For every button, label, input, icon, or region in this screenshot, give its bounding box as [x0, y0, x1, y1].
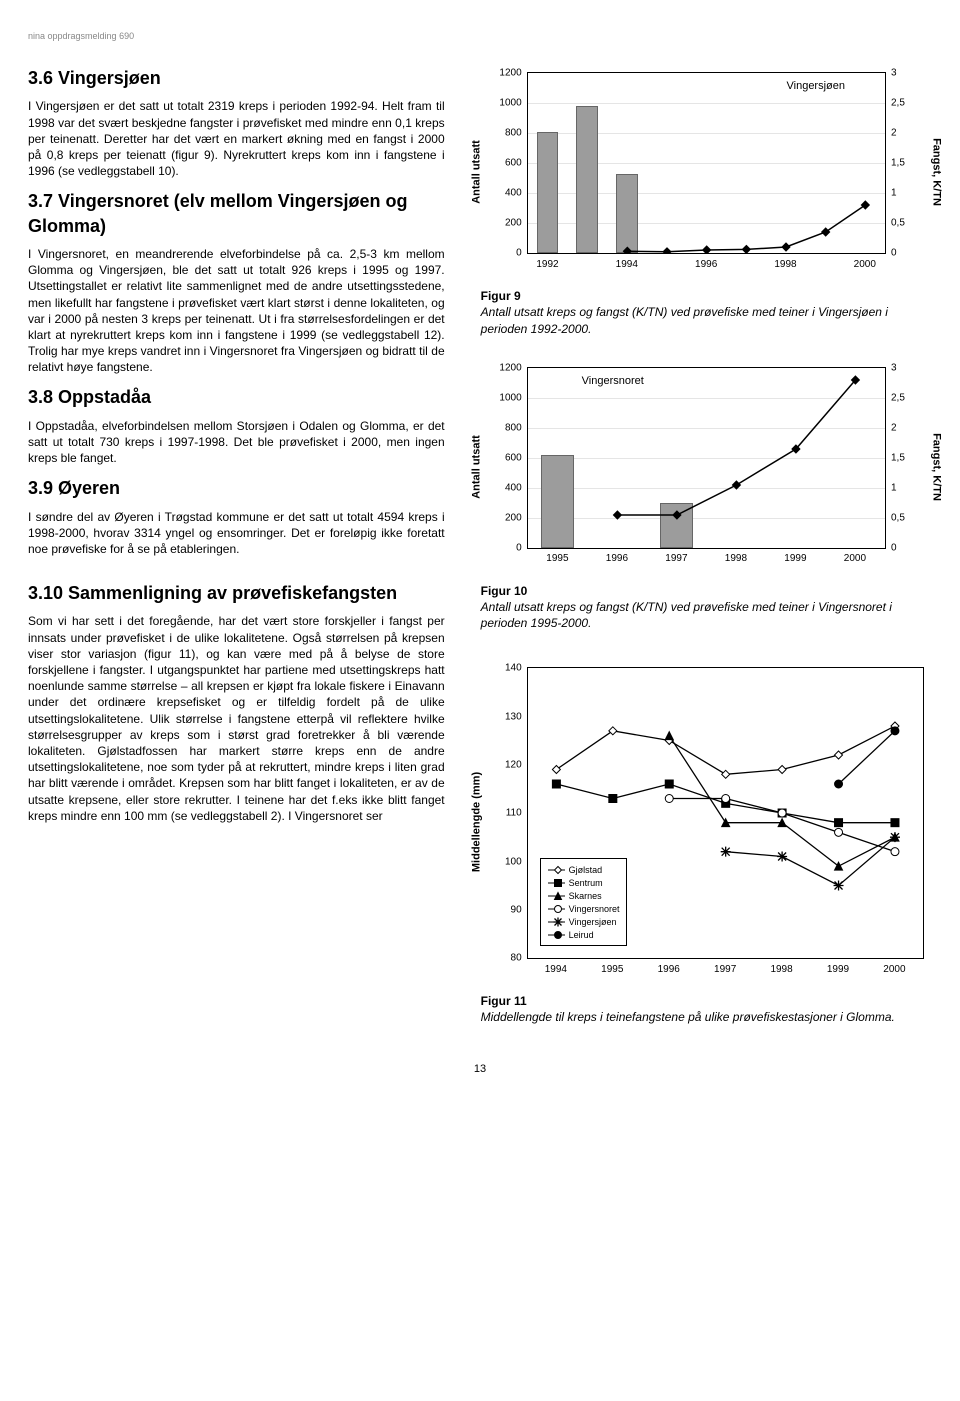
xtick: 1999 [827, 963, 849, 977]
legend-item: Vingersjøen [547, 915, 620, 928]
ytick-left: 1000 [492, 96, 522, 110]
ytick-right: 1,5 [891, 451, 921, 465]
legend-item: Skarnes [547, 889, 620, 902]
ytick-left: 200 [492, 216, 522, 230]
xtick: 1996 [606, 552, 628, 566]
ytick-left: 1200 [492, 66, 522, 80]
ytick-right: 1 [891, 481, 921, 495]
sec-36-text: I Vingersjøen er det satt ut totalt 2319… [28, 98, 445, 179]
fig11-caption: Figur 11 Middellengde til kreps i teinef… [481, 993, 932, 1025]
ytick-left: 140 [492, 662, 522, 676]
fig10-caption: Figur 10 Antall utsatt kreps og fangst (… [481, 583, 932, 632]
fig11-ylabel-left: Middellengde (mm) [469, 772, 484, 872]
ytick-left: 800 [492, 126, 522, 140]
sec-39-title: 3.9 Øyeren [28, 476, 445, 500]
fig9-ylabel-right: Fangst, K/TN [929, 138, 944, 206]
ytick-left: 600 [492, 156, 522, 170]
fig10-caption-label: Figur 10 [481, 584, 528, 598]
ytick-left: 400 [492, 186, 522, 200]
xtick: 1998 [774, 258, 796, 272]
xtick: 1997 [714, 963, 736, 977]
ytick-right: 2 [891, 421, 921, 435]
ytick-left: 110 [492, 807, 522, 821]
ytick-left: 100 [492, 855, 522, 869]
figure-9-chart: Antall utsatt Fangst, K/TN Vingersjøen 0… [481, 62, 932, 282]
sec-310-text: Som vi har sett i det foregående, har de… [28, 613, 445, 823]
sec-38-text: I Oppstadåa, elveforbindelsen mellom Sto… [28, 418, 445, 467]
xtick: 1998 [770, 963, 792, 977]
fig11-caption-label: Figur 11 [481, 994, 527, 1008]
fig9-caption-label: Figur 9 [481, 289, 521, 303]
legend-item: Sentrum [547, 876, 620, 889]
ytick-left: 120 [492, 758, 522, 772]
xtick: 1997 [665, 552, 687, 566]
fig9-caption-text: Antall utsatt kreps og fangst (K/TN) ved… [481, 305, 888, 335]
ytick-right: 1,5 [891, 156, 921, 170]
xtick: 1995 [601, 963, 623, 977]
ytick-left: 600 [492, 451, 522, 465]
sec-38-title: 3.8 Oppstadåa [28, 385, 445, 409]
ytick-left: 1000 [492, 391, 522, 405]
xtick: 1995 [546, 552, 568, 566]
sec-36-title: 3.6 Vingersjøen [28, 66, 445, 90]
sec-310-title: 3.10 Sammenligning av prøvefiske­fangste… [28, 581, 445, 605]
legend: GjølstadSentrumSkarnesVingersnoretVinger… [540, 858, 627, 946]
sec-37-text: I Vingersnoret, en meandrerende elveforb… [28, 246, 445, 376]
ytick-right: 0,5 [891, 216, 921, 230]
xtick: 2000 [883, 963, 905, 977]
ytick-left: 400 [492, 481, 522, 495]
ytick-left: 80 [492, 952, 522, 966]
ytick-left: 0 [492, 541, 522, 555]
xtick: 1992 [536, 258, 558, 272]
xtick: 1996 [658, 963, 680, 977]
xtick: 1996 [695, 258, 717, 272]
figure-11-chart: Middellengde (mm) 8090100110120130140199… [481, 657, 932, 987]
xtick: 2000 [844, 552, 866, 566]
ytick-left: 200 [492, 511, 522, 525]
ytick-right: 2,5 [891, 391, 921, 405]
ytick-right: 2 [891, 126, 921, 140]
xtick: 1994 [545, 963, 567, 977]
xtick: 1994 [616, 258, 638, 272]
sec-37-title: 3.7 Vingersnoret (elv mellom Vingersjøen… [28, 189, 445, 238]
sec-39-text: I søndre del av Øyeren i Trøgstad kommun… [28, 509, 445, 558]
ytick-left: 800 [492, 421, 522, 435]
legend-item: Vingersnoret [547, 902, 620, 915]
ytick-left: 90 [492, 903, 522, 917]
ytick-left: 0 [492, 246, 522, 260]
xtick: 2000 [854, 258, 876, 272]
ytick-right: 2,5 [891, 96, 921, 110]
xtick: 1998 [725, 552, 747, 566]
fig9-caption: Figur 9 Antall utsatt kreps og fangst (K… [481, 288, 932, 337]
ytick-right: 0 [891, 246, 921, 260]
legend-item: Leirud [547, 928, 620, 941]
fig10-caption-text: Antall utsatt kreps og fangst (K/TN) ved… [481, 600, 892, 630]
ytick-right: 0 [891, 541, 921, 555]
figure-10-chart: Antall utsatt Fangst, K/TN Vingersnoret … [481, 357, 932, 577]
header-line: nina oppdragsmelding 690 [28, 30, 932, 42]
fig10-ylabel-right: Fangst, K/TN [929, 433, 944, 501]
xtick: 1999 [784, 552, 806, 566]
ytick-left: 130 [492, 710, 522, 724]
page-number: 13 [28, 1062, 932, 1077]
ytick-right: 3 [891, 66, 921, 80]
ytick-left: 1200 [492, 361, 522, 375]
ytick-right: 3 [891, 361, 921, 375]
fig10-ylabel-left: Antall utsatt [469, 435, 484, 499]
ytick-right: 0,5 [891, 511, 921, 525]
ytick-right: 1 [891, 186, 921, 200]
fig11-caption-text: Middellengde til kreps i teinefangstene … [481, 1010, 895, 1024]
fig9-ylabel-left: Antall utsatt [469, 140, 484, 204]
legend-item: Gjølstad [547, 863, 620, 876]
